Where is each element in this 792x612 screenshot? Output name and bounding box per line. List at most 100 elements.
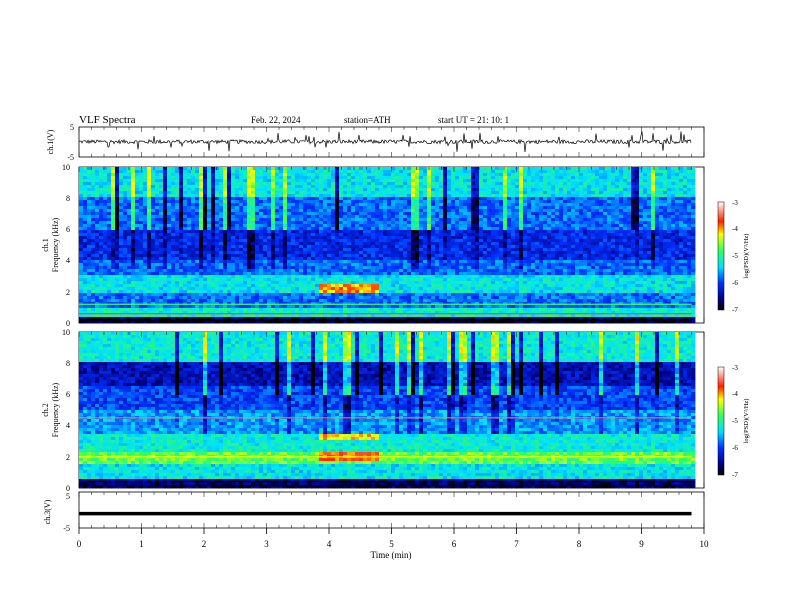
spectrogram-cell: [691, 230, 696, 234]
spectrogram-cell: [347, 179, 352, 183]
spectrogram-cell: [631, 203, 636, 207]
spectrogram-cell: [403, 224, 408, 228]
spectrogram-cell: [295, 200, 300, 204]
spectrogram-cell: [327, 200, 332, 204]
spectrogram-cell: [167, 224, 172, 228]
spectrogram-cell: [239, 224, 244, 228]
spectrogram-cell: [455, 197, 460, 201]
spectrogram-cell: [335, 218, 340, 222]
spectrogram-cell: [503, 206, 508, 210]
spectrogram-cell: [675, 200, 680, 204]
spectrogram-cell: [119, 227, 124, 231]
spectrogram-cell: [175, 221, 180, 225]
spectrogram-cell: [223, 242, 228, 246]
spectrogram-cell: [295, 209, 300, 213]
spectrogram-cell: [183, 248, 188, 252]
spectrogram-cell: [467, 203, 472, 207]
spectrogram-cell: [459, 227, 464, 231]
spectrogram-cell: [355, 203, 360, 207]
spectrogram-cell: [151, 206, 156, 210]
spectrogram-cell: [371, 170, 376, 174]
spectrogram-cell: [615, 200, 620, 204]
spectrogram-cell: [307, 227, 312, 231]
spectrogram-cell: [655, 257, 660, 261]
spectrogram-cell: [335, 257, 340, 261]
spectrogram-cell: [615, 239, 620, 243]
spectrogram-cell: [487, 242, 492, 246]
spectrogram-cell: [287, 251, 292, 255]
spectrogram-cell: [655, 239, 660, 243]
spectrogram-cell: [591, 245, 596, 249]
spectrogram-cell: [603, 170, 608, 174]
spectrogram-cell: [395, 224, 400, 228]
spectrogram-cell: [163, 236, 168, 240]
spectrogram-cell: [507, 257, 512, 261]
spectrogram-cell: [615, 260, 620, 264]
spectrogram-cell: [603, 215, 608, 219]
spectrogram-cell: [623, 260, 628, 264]
spectrogram-cell: [411, 251, 416, 255]
spectrogram-cell: [487, 182, 492, 186]
spectrogram-cell: [223, 212, 228, 216]
spectrogram-cell: [323, 236, 328, 240]
spectrogram-cell: [235, 194, 240, 198]
spectrogram-cell: [135, 170, 140, 174]
spectrogram-cell: [187, 224, 192, 228]
spectrogram-cell: [527, 224, 532, 228]
spectrogram-cell: [111, 206, 116, 210]
spectrogram-cell: [671, 251, 676, 255]
spectrogram-cell: [635, 230, 640, 234]
spectrogram-cell: [499, 185, 504, 189]
spectrogram-cell: [207, 209, 212, 213]
spectrogram-cell: [95, 188, 100, 192]
spectrogram-cell: [215, 224, 220, 228]
spectrogram-cell: [275, 197, 280, 201]
spectrogram-cell: [255, 197, 260, 201]
spectrogram-cell: [335, 194, 340, 198]
spectrogram-cell: [551, 167, 556, 171]
spectrogram-cell: [203, 176, 208, 180]
spectrogram-cell: [451, 191, 456, 195]
spectrogram-cell: [655, 251, 660, 255]
spectrogram-cell: [255, 182, 260, 186]
spectrogram-cell: [435, 224, 440, 228]
spectrogram-cell: [443, 194, 448, 198]
spectrogram-cell: [459, 182, 464, 186]
spectrogram-cell: [359, 254, 364, 258]
spectrogram-cell: [127, 209, 132, 213]
spectrogram-cell: [379, 182, 384, 186]
spectrogram-cell: [87, 173, 92, 177]
spectrogram-cell: [343, 200, 348, 204]
spectrogram-cell: [115, 212, 120, 216]
spectrogram-cell: [103, 245, 108, 249]
spectrogram-cell: [647, 176, 652, 180]
spectrogram-cell: [231, 191, 236, 195]
spectrogram-cell: [475, 203, 480, 207]
spectrogram-cell: [583, 173, 588, 177]
spectrogram-cell: [403, 176, 408, 180]
spectrogram-cell: [507, 260, 512, 264]
spectrogram-cell: [111, 221, 116, 225]
spectrogram-cell: [667, 215, 672, 219]
spectrogram-cell: [271, 248, 276, 252]
spectrogram-cell: [163, 245, 168, 249]
spectrogram-cell: [99, 173, 104, 177]
spectrogram-cell: [491, 251, 496, 255]
spectrogram-cell: [239, 230, 244, 234]
spectrogram-cell: [183, 242, 188, 246]
spectrogram-cell: [675, 194, 680, 198]
spectrogram-cell: [383, 257, 388, 261]
spectrogram-cell: [299, 170, 304, 174]
spectrogram-cell: [651, 260, 656, 264]
spectrogram-cell: [659, 260, 664, 264]
spectrogram-cell: [115, 245, 120, 249]
spectrogram-cell: [595, 224, 600, 228]
spectrogram-cell: [243, 248, 248, 252]
spectrogram-cell: [335, 254, 340, 258]
spectrogram-cell: [475, 242, 480, 246]
spectrogram-cell: [131, 185, 136, 189]
spectrogram-cell: [595, 200, 600, 204]
spectrogram-cell: [211, 233, 216, 237]
spectrogram-cell: [95, 260, 100, 264]
spectrogram-cell: [515, 245, 520, 249]
